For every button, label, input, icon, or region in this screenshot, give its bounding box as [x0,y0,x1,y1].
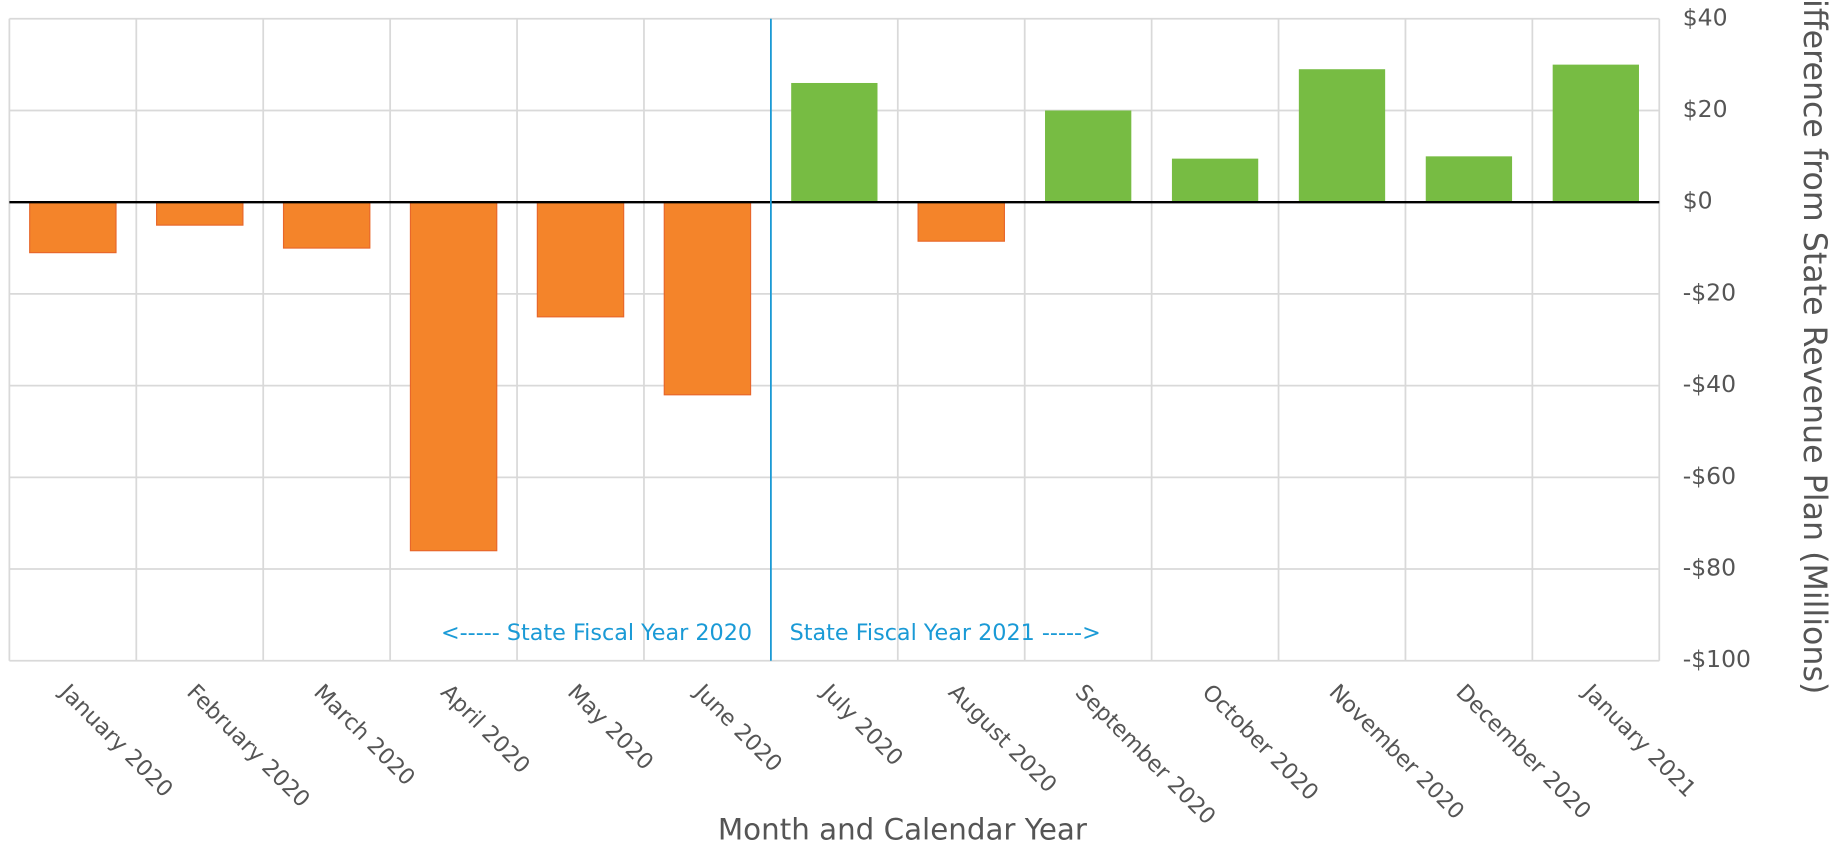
annotation: State Fiscal Year 2021 -----> [790,620,1101,646]
x-tick-label: October 2020 [1197,679,1324,806]
bar [29,201,117,254]
x-tick-label: June 2020 [688,678,787,777]
bar [156,201,244,226]
annotation: <----- State Fiscal Year 2020 [441,620,752,646]
x-tick-label: September 2020 [1070,679,1221,830]
y-tick-label: -$40 [1683,370,1736,398]
y-tick-label: -$100 [1683,645,1751,673]
bar [917,201,1005,242]
y-tick-label: $0 [1683,187,1713,215]
x-tick-label: November 2020 [1324,679,1469,824]
y-tick-label: -$60 [1683,462,1736,490]
y-tick-label: $40 [1683,3,1728,31]
y-axis-title: Difference from State Revenue Plan (Mill… [1796,0,1832,694]
x-tick-label: May 2020 [562,679,658,775]
x-tick-label: January 2020 [53,678,178,803]
x-tick-label: August 2020 [943,679,1062,798]
bar [536,201,625,318]
x-tick-label: March 2020 [308,679,420,791]
bar [1425,156,1513,203]
x-tick-label: December 2020 [1451,679,1596,824]
bar [1552,64,1639,203]
bar [282,201,371,249]
bar [663,201,752,396]
x-tick-label: February 2020 [182,679,315,812]
y-tick-label: -$20 [1683,278,1736,306]
x-tick-label: April 2020 [435,679,534,779]
x-tick-label: July 2020 [815,678,908,771]
bar [1298,69,1386,203]
bar [791,82,878,203]
y-tick-label: $20 [1683,95,1728,123]
y-tick-label: -$80 [1683,554,1736,582]
bar [1171,158,1259,203]
x-tick-label: January 2021 [1576,678,1701,803]
bar [409,201,498,552]
bar [1045,110,1132,203]
x-axis-title: Month and Calendar Year [718,812,1088,845]
